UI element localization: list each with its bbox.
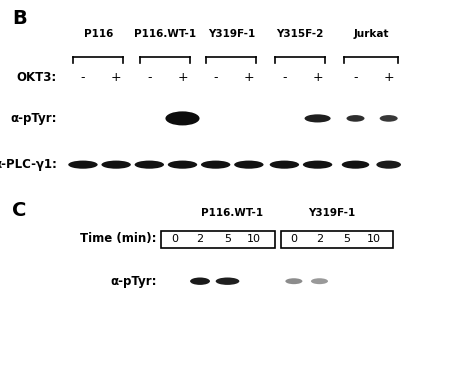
Ellipse shape (311, 278, 328, 284)
Text: 2: 2 (196, 233, 204, 244)
Text: -: - (353, 71, 358, 84)
Text: OKT3:: OKT3: (17, 71, 57, 84)
Ellipse shape (380, 115, 398, 122)
FancyBboxPatch shape (161, 231, 275, 248)
Text: +: + (312, 71, 323, 84)
Text: C: C (12, 201, 26, 219)
Text: Time (min):: Time (min): (80, 232, 156, 245)
Text: -: - (81, 71, 85, 84)
Text: B: B (12, 9, 27, 28)
Ellipse shape (101, 161, 131, 169)
Text: P116.WT-1: P116.WT-1 (134, 29, 196, 39)
Text: 5: 5 (344, 233, 350, 244)
Ellipse shape (165, 111, 200, 125)
Ellipse shape (376, 161, 401, 169)
Ellipse shape (304, 114, 331, 122)
Text: +: + (177, 71, 188, 84)
Text: Y315F-2: Y315F-2 (276, 29, 324, 39)
Text: 0: 0 (171, 233, 178, 244)
Text: 0: 0 (291, 233, 297, 244)
Ellipse shape (270, 161, 299, 169)
Ellipse shape (346, 115, 365, 122)
Ellipse shape (68, 161, 98, 169)
Ellipse shape (234, 161, 264, 169)
Text: 2: 2 (316, 233, 323, 244)
Text: -: - (282, 71, 287, 84)
Text: 5: 5 (224, 233, 231, 244)
Text: Y319F-1: Y319F-1 (208, 29, 255, 39)
Text: +: + (244, 71, 254, 84)
Ellipse shape (303, 161, 332, 169)
Ellipse shape (135, 161, 164, 169)
Text: α-PLC-γ1:: α-PLC-γ1: (0, 158, 57, 171)
Text: P116: P116 (84, 29, 113, 39)
Ellipse shape (201, 161, 230, 169)
Text: α-pTyr:: α-pTyr: (110, 275, 156, 288)
Ellipse shape (216, 278, 239, 285)
Text: -: - (147, 71, 152, 84)
FancyBboxPatch shape (281, 231, 393, 248)
Text: +: + (383, 71, 394, 84)
Text: 10: 10 (247, 233, 261, 244)
Ellipse shape (190, 278, 210, 285)
Text: -: - (213, 71, 218, 84)
Text: +: + (111, 71, 121, 84)
Ellipse shape (285, 278, 302, 284)
Text: P116.WT-1: P116.WT-1 (201, 208, 264, 218)
Text: Y319F-1: Y319F-1 (308, 208, 356, 218)
Text: α-pTyr:: α-pTyr: (10, 112, 57, 125)
Text: Jurkat: Jurkat (354, 29, 389, 39)
Text: 10: 10 (366, 233, 381, 244)
Ellipse shape (168, 161, 197, 169)
Ellipse shape (342, 161, 369, 169)
